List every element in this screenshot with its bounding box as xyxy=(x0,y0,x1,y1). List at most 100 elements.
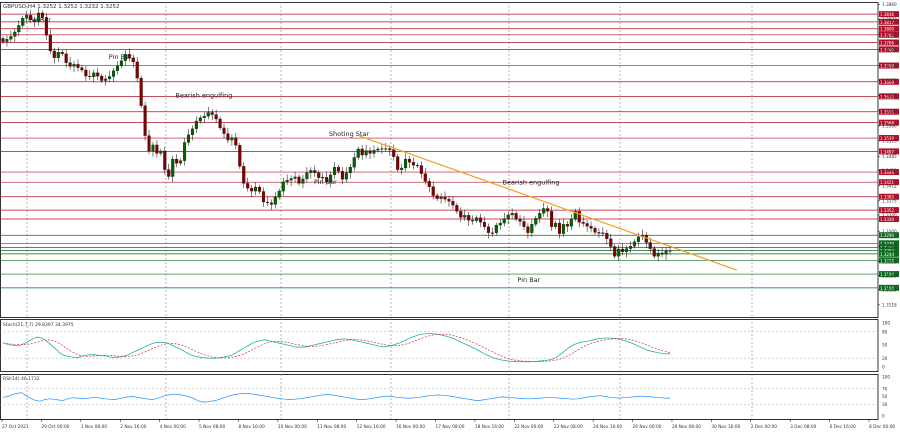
resistance-price-tag xyxy=(879,31,899,38)
resistance-price-tag xyxy=(879,169,899,176)
time-tick-label: 12 Nov 16:00 xyxy=(357,424,386,430)
price-tick-label: 1.3225 xyxy=(882,259,897,264)
candle-body xyxy=(135,61,139,79)
candle-body xyxy=(518,218,522,222)
support-price-label: 1.3270 xyxy=(880,241,894,246)
price-tick-label: 1.3485 xyxy=(882,154,897,159)
time-tick-label: 16 Nov 00:00 xyxy=(396,424,425,430)
candle-body xyxy=(269,202,273,205)
candle-body xyxy=(329,174,333,182)
candle-body xyxy=(439,197,443,199)
price-tick-label: 1.3523 xyxy=(882,139,897,144)
candle-body xyxy=(222,127,226,134)
candle-body xyxy=(127,54,131,58)
rsi-label: RSI(14) 46.1732 xyxy=(3,376,40,382)
support-price-label: 1.3194 xyxy=(880,272,894,277)
candle-body xyxy=(206,112,210,117)
time-tick-label: 23 Nov 08:00 xyxy=(554,424,583,430)
support-price-tag xyxy=(879,284,899,291)
candle-body xyxy=(613,246,617,257)
candle-body xyxy=(281,181,285,192)
candle-body xyxy=(104,78,108,81)
time-tick-label: 18 Nov 16:00 xyxy=(475,424,504,430)
candle-body xyxy=(100,75,104,81)
candle-body xyxy=(261,191,266,203)
resistance-price-tag xyxy=(879,193,899,200)
candle-body xyxy=(621,248,625,252)
resistance-price-label: 1.3785 xyxy=(880,33,894,38)
candle-body xyxy=(617,248,621,257)
candle-body xyxy=(656,252,660,257)
candle-body xyxy=(447,199,451,202)
pane-frame xyxy=(0,374,879,420)
candle-body xyxy=(333,167,337,176)
candle-body xyxy=(479,217,483,223)
candle-body xyxy=(415,165,419,167)
candle-body xyxy=(435,195,439,199)
stoch-tick-label: 50 xyxy=(882,343,888,348)
candle-body xyxy=(139,77,143,106)
candle-body xyxy=(514,213,518,220)
stoch-tick-label: 100 xyxy=(882,321,890,326)
price-tick-label: 1.3340 xyxy=(882,213,897,218)
candle-body xyxy=(419,165,423,174)
candle-body xyxy=(111,70,116,77)
candle-body xyxy=(96,72,100,77)
candle-body xyxy=(309,170,313,173)
candle-body xyxy=(340,171,344,180)
time-tick-label: 11 Nov 08:00 xyxy=(317,424,346,430)
pattern-annotation: Pin Bar xyxy=(28,16,51,24)
candle-body xyxy=(510,213,514,216)
candle-body xyxy=(175,158,179,164)
candle-body xyxy=(561,224,565,234)
candle-body xyxy=(1,38,5,42)
time-tick-label: 22 Nov 00:00 xyxy=(514,424,543,430)
price-tick-label: 1.3710 xyxy=(882,63,897,68)
resistance-price-tag xyxy=(879,119,899,126)
time-tick-label: 5 Nov 08:00 xyxy=(199,424,226,430)
candle-body xyxy=(538,213,542,219)
candle-body xyxy=(475,217,479,221)
candle-body xyxy=(151,144,155,152)
time-tick-label: 2 Nov 16:00 xyxy=(120,424,147,430)
candle-body xyxy=(660,252,664,255)
time-tick-label: 4 Nov 00:00 xyxy=(160,424,187,430)
support-price-label: 1.3228 xyxy=(880,258,894,263)
candle-body xyxy=(368,150,372,154)
candle-body xyxy=(64,53,68,63)
candle-body xyxy=(498,222,502,226)
time-tick-label: 29 Nov 08:00 xyxy=(672,424,701,430)
candle-body xyxy=(593,228,597,233)
time-tick-label: 26 Nov 00:00 xyxy=(633,424,662,430)
candle-body xyxy=(44,17,48,36)
support-price-tag xyxy=(879,250,899,257)
candle-body xyxy=(242,166,246,184)
candle-body xyxy=(400,167,404,170)
candle-body xyxy=(76,64,80,68)
resistance-price-label: 1.3595 xyxy=(880,110,894,115)
price-tick-label: 1.3823 xyxy=(882,17,897,22)
resistance-price-tag xyxy=(879,18,899,25)
candle-body xyxy=(632,241,637,247)
candle-body xyxy=(407,158,412,163)
candle-body xyxy=(17,25,21,33)
candle-body xyxy=(411,162,415,166)
support-price-tag xyxy=(879,240,899,247)
resistance-price-label: 1.3749 xyxy=(880,47,894,52)
time-tick-label: 24 Nov 16:00 xyxy=(593,424,622,430)
candle-body xyxy=(364,150,368,156)
resistance-price-label: 1.3633 xyxy=(880,94,894,99)
candle-body xyxy=(471,220,475,222)
candle-body xyxy=(179,160,183,164)
candle-body xyxy=(167,169,171,177)
candle-body xyxy=(459,211,463,218)
candle-body xyxy=(392,149,396,157)
time-tick-label: 27 Oct 2021 xyxy=(2,424,29,430)
candle-body xyxy=(159,150,163,154)
resistance-price-label: 1.3709 xyxy=(880,64,894,69)
resistance-price-label: 1.3836 xyxy=(880,12,894,17)
price-tick-label: 1.3748 xyxy=(882,48,897,53)
pattern-annotation: Pin Bar xyxy=(314,178,337,186)
resistance-price-label: 1.3800 xyxy=(880,27,894,32)
candle-body xyxy=(171,158,175,177)
